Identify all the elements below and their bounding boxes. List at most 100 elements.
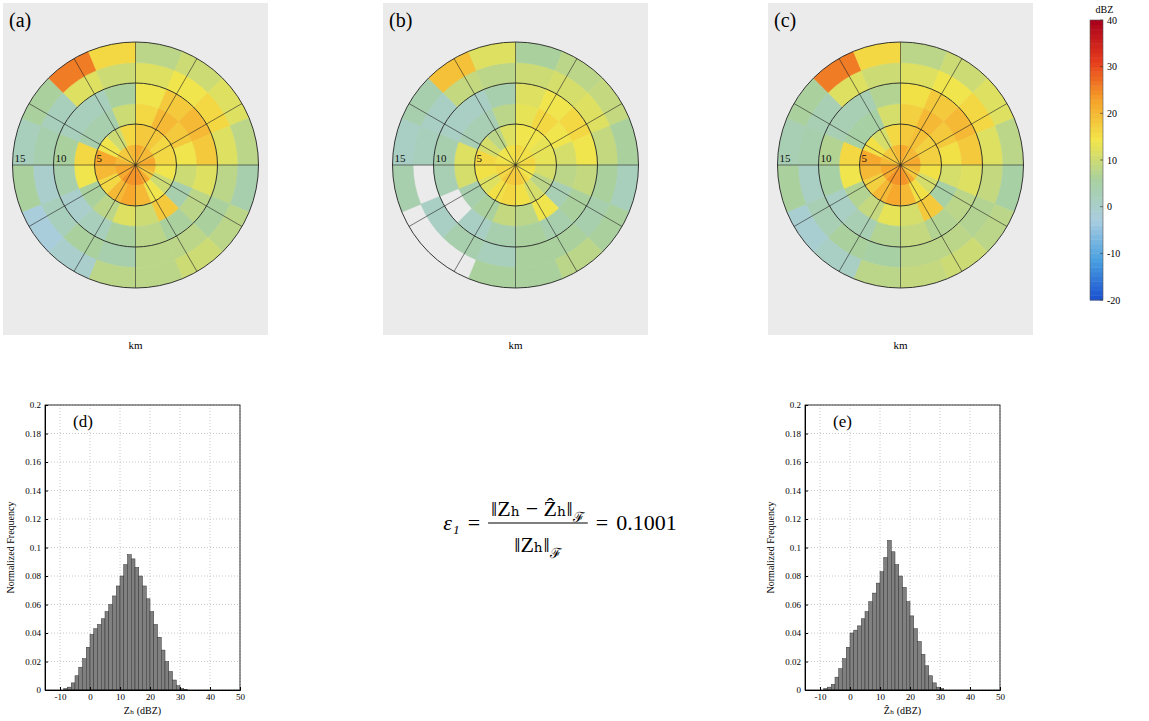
cell	[516, 157, 537, 165]
bar	[176, 686, 180, 690]
tick-mark	[805, 434, 808, 435]
grid	[805, 405, 1000, 690]
bar	[880, 572, 884, 690]
panel-background	[383, 3, 648, 335]
colorbar-tick-label: 30	[1107, 61, 1117, 72]
bar	[86, 647, 90, 690]
tick-mark	[805, 633, 808, 634]
cell	[500, 124, 516, 146]
bar	[101, 619, 105, 690]
tick-mark	[805, 605, 808, 606]
colorbar-step	[1090, 267, 1103, 272]
tick: 0.04	[25, 628, 48, 638]
colorbar-step	[1090, 277, 1103, 282]
colorbar-step	[1090, 25, 1103, 30]
denominator: ‖Zₕ‖ℱ	[514, 532, 561, 561]
colorbar-step	[1090, 85, 1103, 90]
colorbar-step	[1090, 20, 1103, 25]
tick-label: 0.14	[785, 486, 801, 496]
colorbar-step	[1090, 174, 1103, 179]
colorbar-step	[1090, 160, 1103, 165]
bar	[139, 576, 143, 690]
tick: 0	[797, 685, 809, 695]
colorbar-title: dBZ	[1096, 4, 1114, 15]
colorbar-tick-label: 20	[1107, 108, 1117, 119]
cell	[434, 165, 459, 196]
equals-sign: =	[596, 510, 608, 535]
cell	[230, 165, 258, 212]
tick-label: 20	[146, 692, 156, 702]
y-axis-title: Normalized Frequency	[765, 502, 776, 594]
grid-line	[805, 462, 1000, 463]
tick: 50	[996, 687, 1006, 702]
tick-label: 0.04	[785, 628, 801, 638]
tick-mark	[45, 519, 48, 520]
bar	[83, 659, 87, 690]
tick-label: 0.1	[30, 543, 41, 553]
tick: 10	[876, 687, 886, 702]
spoke	[516, 165, 639, 166]
bar	[116, 586, 120, 690]
bar	[150, 612, 154, 690]
bar	[910, 616, 914, 690]
cell	[919, 149, 941, 165]
tick-mark	[45, 662, 48, 663]
colorbar-step	[1090, 165, 1103, 170]
bar	[884, 557, 888, 690]
spoke	[74, 58, 136, 165]
colorbar-tick-label: -10	[1107, 248, 1120, 259]
cell	[901, 184, 917, 206]
tick-mark	[150, 687, 151, 690]
grid	[45, 405, 240, 690]
spoke	[794, 104, 901, 166]
cell	[495, 165, 516, 173]
colorbar-step	[1090, 286, 1103, 291]
colorbar-step	[1090, 281, 1103, 286]
tick: 0	[88, 687, 93, 702]
spoke	[74, 165, 136, 272]
bar	[131, 559, 135, 690]
range-label: 5	[97, 152, 103, 164]
tick: 0.12	[25, 514, 48, 524]
range-label: 5	[862, 152, 868, 164]
range-ring	[778, 42, 1024, 288]
grid-line	[805, 433, 1000, 434]
cell	[136, 42, 183, 70]
tick-label: -10	[55, 692, 67, 702]
cell	[901, 42, 948, 70]
colorbar-step	[1090, 81, 1103, 86]
cell	[13, 165, 41, 212]
y-axis: 00.020.040.060.080.10.120.140.160.180.2	[785, 400, 808, 695]
cell	[610, 118, 638, 165]
histogram-panel: -100102030405000.020.040.060.080.10.120.…	[765, 400, 1006, 717]
colorbar-step	[1090, 235, 1103, 240]
colorbar-tick	[1100, 66, 1103, 67]
bar	[929, 676, 933, 690]
tick-label: 0.18	[25, 429, 41, 439]
cell	[853, 42, 900, 70]
range-label: 15	[780, 152, 792, 164]
colorbar-step	[1090, 71, 1103, 76]
tick: 0.18	[785, 429, 808, 439]
tick-mark	[970, 687, 971, 690]
tick-label: 40	[206, 692, 216, 702]
cells-clip	[778, 42, 1024, 288]
norm-subscript: ℱ	[549, 546, 562, 561]
colorbar-step	[1090, 118, 1103, 123]
bar	[921, 654, 925, 690]
bars	[824, 540, 944, 690]
cell	[475, 165, 497, 181]
spoke	[409, 165, 516, 227]
tick-label: 0.12	[25, 514, 41, 524]
bar	[75, 676, 79, 690]
radar-panel: 15105(a)km	[3, 3, 268, 351]
cell	[393, 118, 421, 165]
tick: 0	[37, 685, 49, 695]
colorbar-step	[1090, 188, 1103, 193]
tick: 0.16	[25, 457, 48, 467]
colorbar-step	[1090, 141, 1103, 146]
tick-mark	[805, 690, 808, 691]
colorbar-step	[1090, 109, 1103, 114]
tick-mark	[805, 462, 808, 463]
cell	[468, 260, 515, 288]
